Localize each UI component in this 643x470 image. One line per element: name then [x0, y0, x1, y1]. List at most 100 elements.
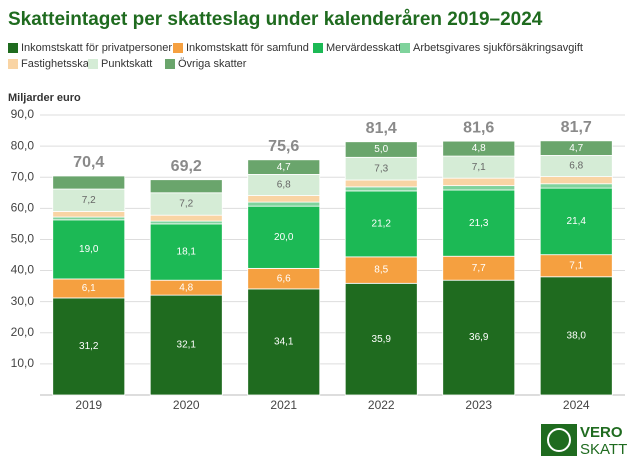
total-label: 70,4	[73, 154, 104, 171]
legend-label: Övriga skatter	[178, 58, 247, 70]
bar-segment	[149, 214, 223, 222]
bar-segment	[344, 141, 418, 158]
data-label: 21,3	[469, 218, 489, 229]
legend-swatch	[313, 43, 323, 53]
bar-segment	[52, 211, 126, 218]
y-tick-label: 10,0	[11, 356, 35, 370]
data-label: 7,2	[82, 195, 96, 206]
total-label: 81,7	[561, 119, 592, 136]
y-tick-label: 40,0	[11, 263, 35, 277]
x-tick-label: 2020	[173, 398, 200, 412]
legend-swatch	[8, 43, 18, 53]
y-tick-label: 20,0	[11, 325, 35, 339]
bar-segment	[539, 183, 613, 189]
legend-label: Punktskatt	[101, 58, 152, 70]
x-tick-label: 2019	[75, 398, 102, 412]
legend-label: Inkomstskatt för samfund	[186, 42, 309, 54]
x-tick-label: 2021	[270, 398, 297, 412]
total-label: 75,6	[268, 138, 299, 155]
legend-swatch	[400, 43, 410, 53]
bar-segment	[539, 276, 613, 396]
legend-swatch	[88, 59, 98, 69]
data-label: 21,2	[372, 219, 392, 230]
bar-segment	[149, 294, 223, 396]
bar-segment	[442, 189, 516, 257]
data-label: 5,0	[374, 144, 388, 155]
y-tick-label: 30,0	[11, 294, 35, 308]
total-label: 81,4	[366, 120, 397, 137]
y-tick-label: 90,0	[11, 107, 35, 121]
data-label: 7,1	[569, 260, 583, 271]
data-label: 6,6	[277, 273, 291, 284]
bar-segment	[442, 140, 516, 157]
legend-label: Fastighetsskatt	[21, 58, 95, 70]
legend-label: Arbetsgivares sjukförsäkringsavgift	[413, 42, 583, 54]
legend-swatch	[8, 59, 18, 69]
x-tick-label: 2022	[368, 398, 395, 412]
bar-segment	[149, 220, 223, 225]
data-label: 32,1	[177, 340, 197, 351]
chart-title: Skatteintaget per skatteslag under kalen…	[8, 9, 543, 30]
data-label: 38,0	[567, 331, 587, 342]
data-label: 4,7	[569, 143, 583, 154]
y-tick-label: 70,0	[11, 169, 35, 183]
bar-segment	[52, 297, 126, 396]
data-label: 18,1	[177, 247, 197, 258]
data-label: 7,7	[472, 263, 486, 274]
data-label: 4,7	[277, 162, 291, 173]
y-tick-label: 60,0	[11, 201, 35, 215]
legend-label: Mervärdesskatt	[326, 42, 401, 54]
y-axis-label: Miljarder euro	[8, 92, 81, 104]
data-label: 6,8	[569, 161, 583, 172]
bar-segment	[247, 205, 321, 269]
data-label: 35,9	[372, 334, 392, 345]
x-tick-label: 2023	[465, 398, 492, 412]
bar-segment	[247, 201, 321, 207]
logo: VERO SKATT	[541, 424, 627, 458]
data-label: 7,1	[472, 162, 486, 173]
bar-segment	[344, 256, 418, 284]
bar-segment	[539, 140, 613, 156]
bar-segment	[539, 187, 613, 256]
data-label: 36,9	[469, 332, 489, 343]
logo-text: SKATT	[580, 441, 627, 458]
data-label: 4,8	[472, 143, 486, 154]
legend-swatch	[173, 43, 183, 53]
bar-segment	[52, 175, 126, 190]
bar-segment	[442, 185, 516, 191]
bar-segment	[442, 177, 516, 187]
total-label: 81,6	[463, 119, 494, 136]
bar-segment	[247, 195, 321, 203]
bar-segment	[52, 216, 126, 221]
bar-segment	[149, 179, 223, 194]
data-label: 21,4	[567, 216, 587, 227]
bar-segment	[52, 219, 126, 280]
bar-segment	[344, 190, 418, 258]
data-label: 19,0	[79, 244, 99, 255]
x-tick-label: 2024	[563, 398, 590, 412]
bar-segment	[247, 159, 321, 175]
data-label: 6,1	[82, 283, 96, 294]
y-tick-label: 80,0	[11, 138, 35, 152]
bar-segment	[344, 282, 418, 396]
data-label: 4,8	[179, 282, 193, 293]
bar-segment	[344, 186, 418, 192]
logo-text: VERO	[580, 424, 623, 441]
data-label: 6,8	[277, 180, 291, 191]
legend-label: Inkomstskatt för privatpersoner	[21, 42, 172, 54]
total-label: 69,2	[171, 158, 202, 175]
data-label: 31,2	[79, 341, 99, 352]
data-label: 7,2	[179, 199, 193, 210]
bar-segment	[539, 176, 613, 185]
data-label: 20,0	[274, 232, 294, 243]
data-label: 34,1	[274, 337, 294, 348]
logo-emblem	[547, 428, 571, 452]
y-tick-label: 50,0	[11, 232, 35, 246]
data-label: 7,3	[374, 163, 388, 174]
data-label: 8,5	[374, 265, 388, 276]
bar-segment	[344, 179, 418, 188]
bar-segment	[149, 223, 223, 281]
bar-segment	[442, 279, 516, 396]
bar-segment	[247, 288, 321, 396]
